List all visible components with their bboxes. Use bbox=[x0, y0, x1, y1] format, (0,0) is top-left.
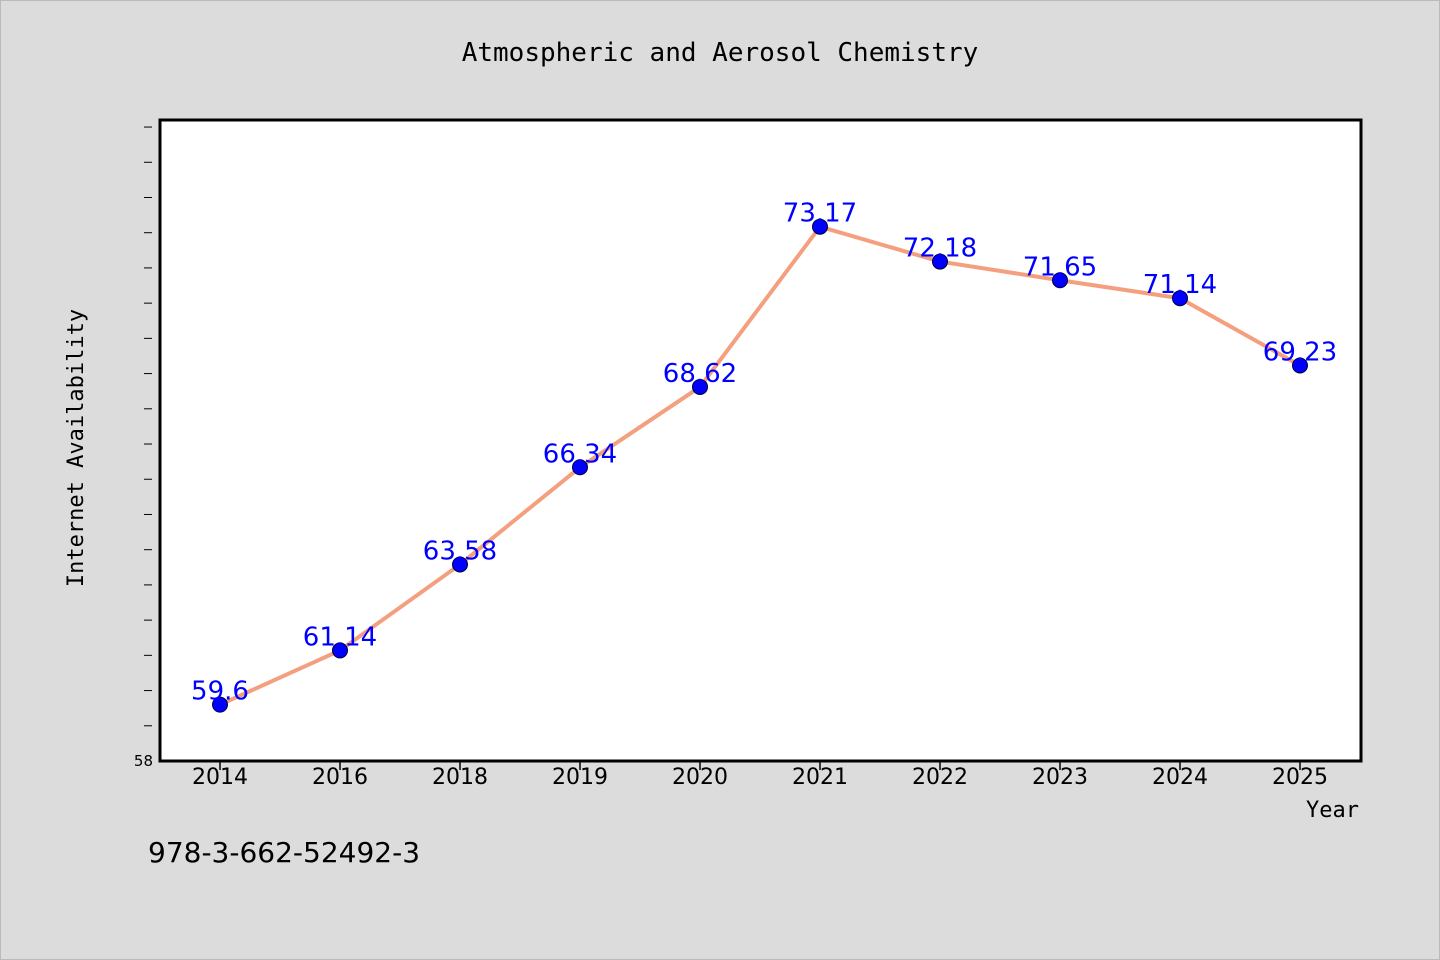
data-label: 61.14 bbox=[303, 622, 377, 652]
data-label: 59.6 bbox=[191, 677, 249, 707]
data-point bbox=[212, 696, 228, 713]
data-label: 71.65 bbox=[1023, 252, 1097, 282]
data-point bbox=[332, 642, 348, 659]
plot-frame bbox=[158, 118, 1363, 763]
data-point bbox=[692, 378, 708, 395]
x-tick-label: 2016 bbox=[312, 765, 368, 790]
data-point bbox=[1172, 290, 1188, 307]
data-label: 71.14 bbox=[1143, 270, 1217, 300]
x-axis-ticks: 2014 2016 2018 2019 2020 2021 2022 2023 2024 2025 bbox=[192, 761, 1328, 790]
data-label: 66.34 bbox=[543, 439, 617, 469]
x-axis-label: Year bbox=[1306, 798, 1359, 823]
x-tick-label: 2018 bbox=[432, 765, 488, 790]
x-tick-label: 2022 bbox=[912, 765, 968, 790]
x-tick-label: 2025 bbox=[1272, 765, 1328, 790]
y-tick-label-58: 58 bbox=[134, 752, 153, 770]
data-point bbox=[1052, 272, 1068, 289]
y-axis-ticks bbox=[144, 126, 152, 727]
x-tick-label: 2014 bbox=[192, 765, 248, 790]
x-tick-label: 2019 bbox=[552, 765, 608, 790]
x-tick-label: 2023 bbox=[1032, 765, 1088, 790]
x-tick-label: 2020 bbox=[672, 765, 728, 790]
y-axis-label: Internet Availability bbox=[64, 309, 89, 587]
data-label: 72.18 bbox=[903, 234, 977, 264]
data-point bbox=[932, 253, 948, 270]
data-label: 73.17 bbox=[783, 199, 857, 229]
x-tick-label: 2021 bbox=[792, 765, 848, 790]
data-point bbox=[812, 218, 828, 235]
data-point bbox=[452, 556, 468, 573]
x-tick-label: 2024 bbox=[1152, 765, 1208, 790]
data-label: 68.62 bbox=[663, 359, 737, 389]
data-label: 69.23 bbox=[1263, 337, 1337, 367]
data-label: 63.58 bbox=[423, 536, 497, 566]
series-line bbox=[218, 224, 1302, 707]
data-point bbox=[1292, 357, 1308, 374]
data-point bbox=[572, 459, 588, 476]
plot-area bbox=[160, 120, 1361, 761]
series-layer: 59.6 61.14 63.58 66.34 68.62 73.17 72.18 71.65 7… bbox=[191, 199, 1337, 713]
isbn-text: 978-3-662-52492-3 bbox=[148, 836, 420, 869]
chart-title: Atmospheric and Aerosol Chemistry bbox=[462, 38, 979, 68]
